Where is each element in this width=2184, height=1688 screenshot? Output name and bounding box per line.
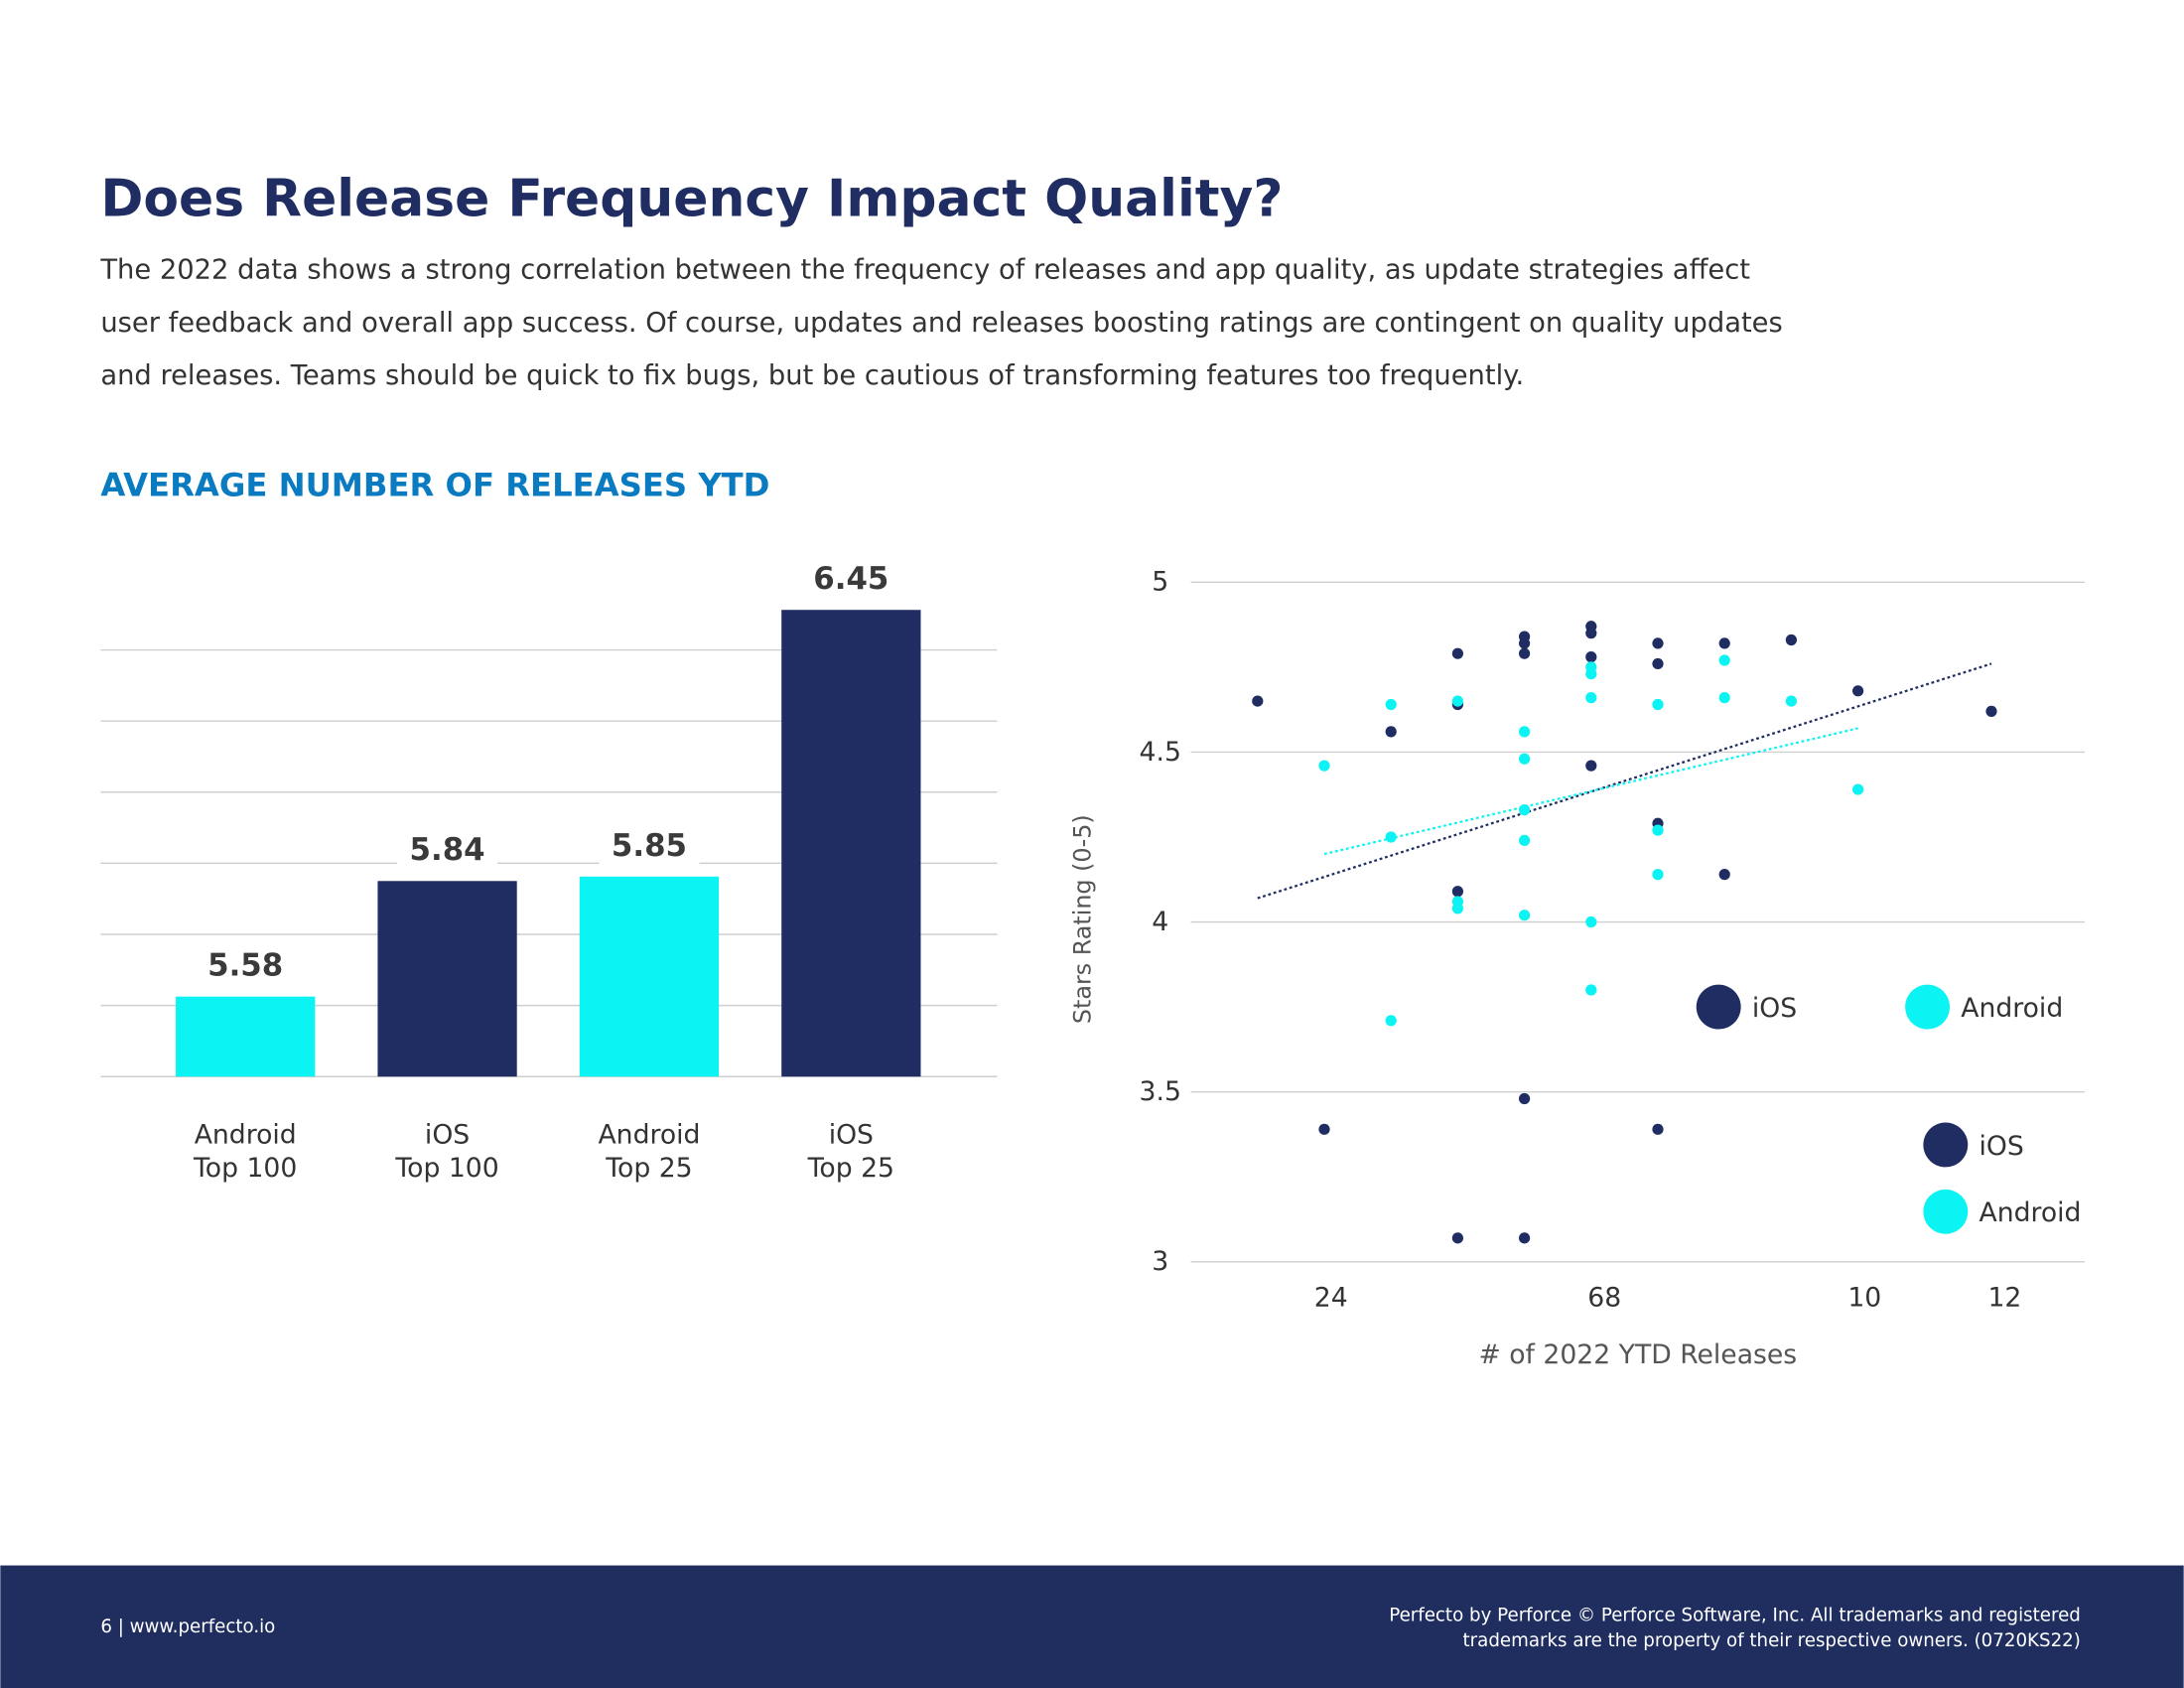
y-tick-label: 4.5 xyxy=(1140,737,1181,768)
scatter-point xyxy=(1585,668,1597,680)
paragraph-line: and releases. Teams should be quick to f… xyxy=(100,360,1524,391)
x-tick-label: Top 25 xyxy=(605,1153,692,1184)
scatter-point xyxy=(1385,1015,1397,1027)
scatter-point xyxy=(1451,886,1464,898)
data-label: 5.85 xyxy=(612,828,687,864)
scatter-point xyxy=(1851,783,1864,795)
x-tick-label: iOS xyxy=(425,1120,470,1151)
legend-swatch xyxy=(1696,984,1741,1030)
scatter-point xyxy=(1785,633,1798,646)
scatter-point xyxy=(1652,698,1664,711)
scatter-point xyxy=(1718,654,1730,666)
x-axis-label: # of 2022 YTD Releases xyxy=(1478,1339,1797,1370)
scatter-point xyxy=(1985,705,1997,717)
scatter-point xyxy=(1785,695,1798,707)
x-tick-label: Top 100 xyxy=(193,1153,297,1184)
x-tick-label: Android xyxy=(195,1120,297,1151)
y-tick-label: 3.5 xyxy=(1140,1076,1181,1107)
footer-left: 6 | www.perfecto.io xyxy=(100,1617,275,1637)
y-axis-label: Stars Rating (0-5) xyxy=(1069,814,1097,1024)
scatter-point xyxy=(1451,1232,1464,1244)
scatter-point xyxy=(1451,647,1464,659)
scatter-point xyxy=(1652,869,1664,881)
legend-swatch xyxy=(1923,1122,1969,1168)
scatter-point xyxy=(1518,803,1531,816)
trend-line xyxy=(1323,727,1858,856)
label-bg xyxy=(800,554,901,600)
legend-label: iOS xyxy=(1979,1131,2023,1162)
scatter-point xyxy=(1318,760,1330,772)
x-tick-label: Android xyxy=(598,1120,700,1151)
scatter-point xyxy=(1518,726,1531,738)
scatter-point xyxy=(1718,692,1730,704)
chart-title: AVERAGE NUMBER OF RELEASES YTD xyxy=(100,466,769,503)
scatter-point xyxy=(1518,753,1531,765)
legend-label: Android xyxy=(1961,993,2063,1024)
paragraph-line: The 2022 data shows a strong correlation… xyxy=(99,255,1750,286)
scatter-point xyxy=(1518,910,1531,921)
scatter-point xyxy=(1585,628,1597,639)
scatter-point xyxy=(1652,824,1664,836)
x-tick-label: Top 100 xyxy=(394,1153,498,1184)
scatter-point xyxy=(1851,685,1864,697)
scatter-point xyxy=(1718,869,1730,881)
scatter-point xyxy=(1451,695,1464,707)
x-tick-label: 24 xyxy=(1314,1283,1348,1314)
data-label: 5.84 xyxy=(410,832,485,868)
scatter-point xyxy=(1652,1123,1664,1135)
scatter-point xyxy=(1652,637,1664,649)
bar xyxy=(176,996,316,1077)
scatter-point xyxy=(1385,831,1397,843)
scatter-point xyxy=(1518,1232,1531,1244)
legend-label: Android xyxy=(1979,1197,2081,1228)
footer-right: trademarks are the property of their res… xyxy=(1463,1630,2081,1651)
data-label: 6.45 xyxy=(813,561,888,597)
scatter-point xyxy=(1518,834,1531,847)
legend-label: iOS xyxy=(1752,993,1797,1024)
data-label: 5.58 xyxy=(207,948,283,984)
scatter-point xyxy=(1585,650,1597,663)
scatter-point xyxy=(1585,692,1597,704)
scatter-point xyxy=(1585,984,1597,996)
x-tick-label: 12 xyxy=(1987,1283,2021,1314)
x-tick-label: 10 xyxy=(1847,1283,1881,1314)
y-tick-label: 4 xyxy=(1152,907,1168,937)
y-tick-label: 5 xyxy=(1152,567,1168,598)
footer-band xyxy=(0,1565,2184,1688)
scatter-point xyxy=(1585,760,1597,772)
scatter-point xyxy=(1652,657,1664,670)
scatter-point xyxy=(1718,637,1730,649)
trend-line xyxy=(1257,662,1992,900)
legend-swatch xyxy=(1923,1189,1969,1234)
scatter-point xyxy=(1318,1123,1330,1135)
label-bg xyxy=(397,825,498,871)
x-tick-label: iOS xyxy=(829,1120,874,1151)
paragraph-line: user feedback and overall app success. O… xyxy=(100,308,1782,339)
x-tick-label: 68 xyxy=(1587,1283,1621,1314)
x-tick-label: Top 25 xyxy=(807,1153,894,1184)
scatter-point xyxy=(1252,695,1264,707)
label-bg xyxy=(195,940,296,986)
legend-swatch xyxy=(1905,984,1951,1030)
y-tick-label: 3 xyxy=(1152,1246,1168,1277)
label-bg xyxy=(599,820,700,866)
footer-right: Perfecto by Perforce © Perforce Software… xyxy=(1389,1606,2081,1626)
page-title: Does Release Frequency Impact Quality? xyxy=(100,169,1283,228)
scatter-point xyxy=(1385,698,1397,711)
scatter-point xyxy=(1518,637,1531,649)
scatter-point xyxy=(1518,1092,1531,1105)
scatter-point xyxy=(1518,647,1531,659)
bar xyxy=(377,881,517,1077)
scatter-point xyxy=(1385,726,1397,738)
scatter-point xyxy=(1585,915,1597,928)
scatter-point xyxy=(1451,903,1464,914)
bar xyxy=(579,876,720,1077)
bar xyxy=(781,610,921,1077)
